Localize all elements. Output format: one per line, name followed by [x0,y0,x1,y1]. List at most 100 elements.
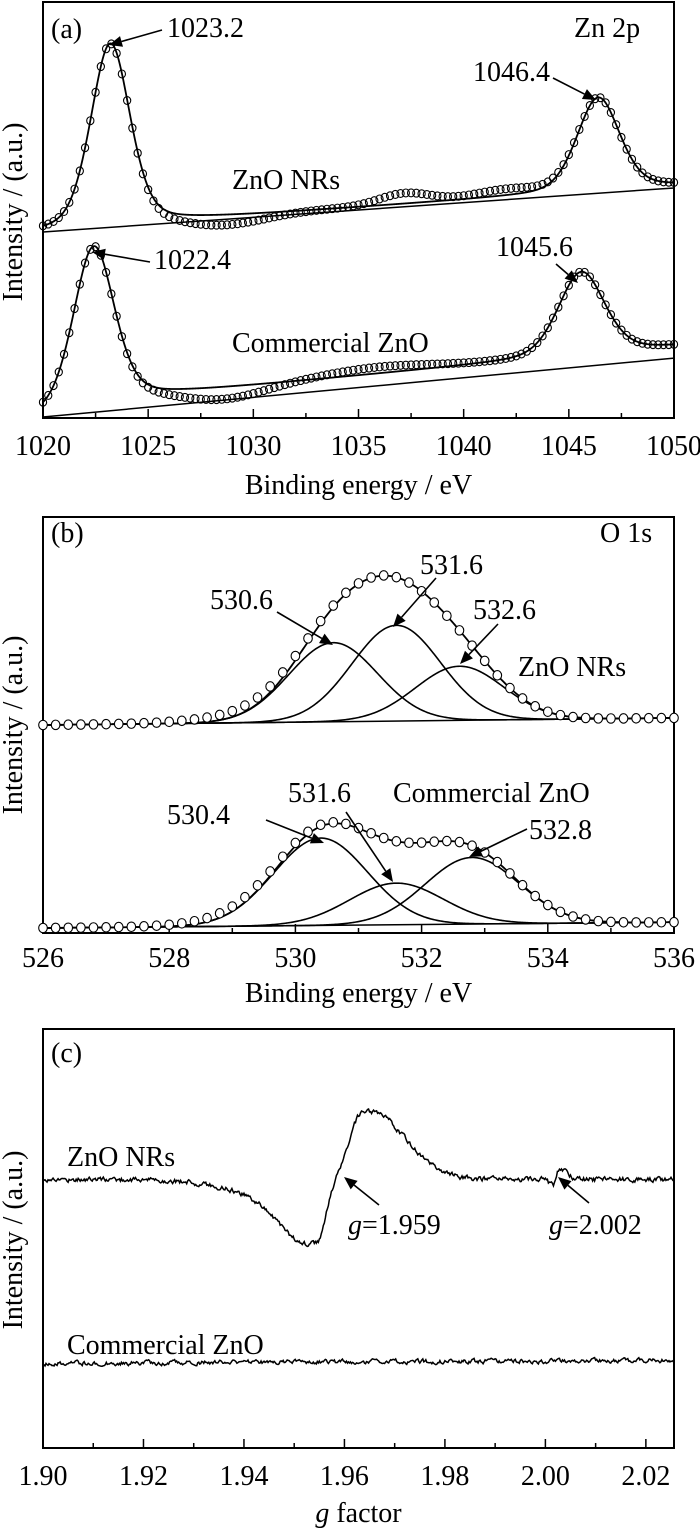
data-point [527,182,537,192]
arrow-head-icon [109,36,124,47]
data-point [533,338,542,348]
data-point [370,196,379,206]
data-point [427,190,437,200]
arrow-head-icon [344,1177,358,1190]
data-point [214,709,225,721]
arrow-head-icon [460,650,473,664]
data-point [176,715,187,727]
data-point [454,358,463,368]
data-point [101,267,111,277]
core-level: O 1s [600,518,652,549]
data-point [149,196,158,206]
data-point [617,132,626,142]
data-point [222,220,232,230]
data-point [467,840,477,851]
data-point [459,358,468,368]
data-point [54,367,63,377]
data-point [530,890,541,902]
data-point [249,216,258,226]
data-point [86,116,95,126]
data-point [354,200,363,210]
data-point [333,203,342,213]
data-point [559,291,568,301]
data-point [568,711,578,723]
data-point [270,383,279,393]
data-point [618,917,629,928]
data-point [454,625,465,636]
data-point [366,572,376,583]
data-point [522,182,531,192]
data-point [149,385,158,395]
data-point [433,359,442,369]
data-point [375,362,384,372]
panel-c: 1.90 1.92 1.94 1.96 1.98 2.00 2.02 g factor Inte… [0,1028,675,1529]
data-point [196,219,205,229]
data-point [454,836,465,848]
data-point [315,819,326,831]
data-point [391,836,402,847]
data-point [612,318,621,328]
x-axis-label: Binding energy / eV [245,978,472,1009]
data-point [333,368,342,378]
x-tick-label: 536 [653,943,695,974]
data-point [429,597,440,608]
x-tick-label: 2.00 [521,1461,570,1492]
data-point [396,188,405,199]
data-point [117,332,127,342]
data-point [669,339,679,349]
peak-label: g=1.959 [348,1210,441,1241]
data-point [170,391,179,401]
data-point [654,176,663,186]
data-point [538,331,547,341]
data-point [569,138,579,148]
data-point [259,214,268,224]
data-point [202,912,212,924]
data-point [517,693,528,704]
data-point [601,98,610,108]
data-point [254,215,263,225]
data-point [412,360,421,370]
data-point [441,835,452,847]
data-point [470,357,479,367]
core-level: Zn 2p [574,13,640,44]
data-point [359,199,368,209]
data-point [291,208,300,218]
data-point [280,210,290,220]
peak-label: 531.6 [288,778,351,809]
x-tick-label: 1050 [646,431,700,462]
fit-component-530.4 [42,837,675,929]
data-point [448,358,458,368]
data-point [207,220,216,230]
data-point [501,184,510,194]
background-line [42,357,675,418]
data-point [505,868,515,879]
x-axis-label: g factor [315,1498,402,1529]
data-point [265,681,276,692]
data-point [101,718,111,730]
data-point [618,713,629,724]
data-point [128,362,137,372]
peak-label: 532.6 [473,595,536,626]
data-point [512,183,521,193]
data-point [643,172,652,182]
data-point [401,188,410,198]
data-point [548,313,558,323]
data-point [75,166,84,176]
data-point [175,215,184,225]
data-point [86,244,95,254]
y-axis-label: Intensity / (a.u.) [0,1151,29,1330]
data-point [212,395,221,405]
data-point [633,337,642,347]
data-point [479,655,490,667]
fit-envelope [42,574,675,726]
data-point [366,827,376,839]
series-label: ZnO NRs [232,165,340,196]
series-zno-nrs [38,39,679,233]
x-tick-label: 1035 [331,431,387,462]
data-point [501,353,510,363]
data-point [112,311,121,321]
data-point [391,189,400,199]
data-point [533,181,542,191]
data-point [101,922,111,933]
data-point [259,386,268,396]
